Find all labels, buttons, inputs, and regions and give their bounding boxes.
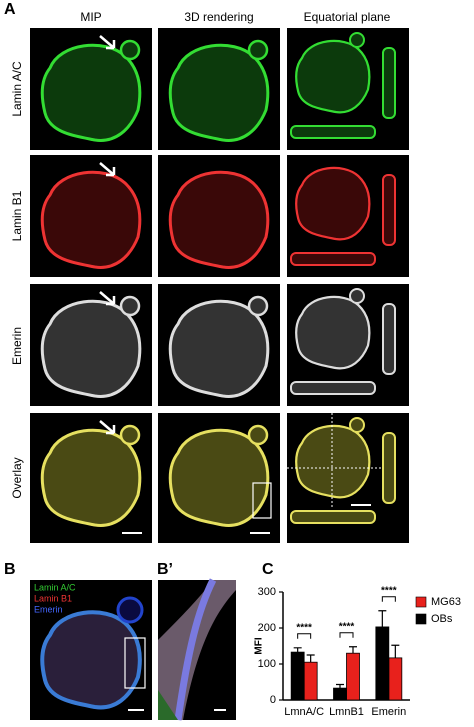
image-panel xyxy=(287,413,409,543)
column-header: 3D rendering xyxy=(184,10,253,24)
bar xyxy=(303,661,318,701)
row-label: Lamin B1 xyxy=(10,190,24,241)
image-panel xyxy=(158,155,280,277)
image-grid xyxy=(30,28,409,543)
row-label: Overlay xyxy=(10,457,24,498)
cell-image xyxy=(40,43,142,142)
significance-bracket xyxy=(339,632,354,638)
row-label: Lamin A/C xyxy=(10,61,24,117)
bar xyxy=(290,651,305,701)
bleb-image xyxy=(119,39,141,61)
image-panel xyxy=(30,28,152,150)
cell-image xyxy=(168,299,270,398)
y-tick-label: 300 xyxy=(258,586,276,598)
y-axis-label: MFI xyxy=(254,637,265,654)
significance-label: **** xyxy=(381,585,397,596)
legend-label: Emerin xyxy=(34,604,63,614)
legend-swatch xyxy=(415,613,427,625)
cell-image xyxy=(40,299,142,398)
y-tick-label: 0 xyxy=(270,694,276,706)
image-panel xyxy=(287,155,409,277)
column-header: Equatorial plane xyxy=(304,10,391,24)
cell-image xyxy=(40,428,142,527)
bleb-image xyxy=(247,295,269,317)
cell-image xyxy=(40,170,142,269)
significance-bracket xyxy=(297,633,312,639)
row-label: Emerin xyxy=(10,327,24,365)
image-panel xyxy=(158,28,280,150)
cell-image xyxy=(295,424,371,499)
cell-edge xyxy=(158,580,236,720)
error-bar xyxy=(336,683,344,689)
error-bar xyxy=(349,646,357,654)
cell-image xyxy=(295,295,371,370)
x-tick-label: LmnB1 xyxy=(329,706,364,718)
bar xyxy=(346,652,360,701)
bottom-view xyxy=(290,510,376,524)
bleb-image xyxy=(119,424,141,446)
panel-label: B’ xyxy=(157,561,173,578)
significance-bracket xyxy=(381,596,396,602)
error-bar xyxy=(293,647,302,653)
bleb-image xyxy=(349,417,365,433)
emerin-edge xyxy=(174,578,217,721)
y-tick-label: 200 xyxy=(258,622,276,634)
column-header: MIP xyxy=(80,10,101,24)
bleb-image xyxy=(247,424,269,446)
side-view xyxy=(382,47,396,119)
panel-label: C xyxy=(262,561,274,578)
cell-image xyxy=(295,166,371,241)
x-tick-label: Emerin xyxy=(371,706,406,718)
image-panel xyxy=(287,28,409,150)
bleb-image xyxy=(349,288,365,304)
image-panel xyxy=(287,284,409,406)
side-view xyxy=(382,174,396,246)
bar xyxy=(333,687,347,701)
significance-label: **** xyxy=(296,622,312,633)
legend-label: Lamin B1 xyxy=(34,593,72,603)
bar xyxy=(375,626,390,701)
image-b: Lamin A/C Lamin B1 Emerin xyxy=(30,580,152,720)
bar-chart: 0 100 200 300 MFI LmnA/C **** LmnB1 **** Emerin **… xyxy=(254,585,461,718)
cell-region xyxy=(158,690,178,720)
roi-box xyxy=(252,482,272,519)
arrow xyxy=(99,420,116,435)
image-panel xyxy=(30,413,152,543)
arrow xyxy=(99,291,116,306)
bar xyxy=(388,657,403,701)
bleb-image xyxy=(247,39,269,61)
image-panel xyxy=(158,413,280,543)
bottom-view xyxy=(290,252,376,266)
arrow xyxy=(99,162,116,177)
legend-label: OBs xyxy=(431,613,453,625)
legend-label: Lamin A/C xyxy=(34,582,76,592)
arrow xyxy=(99,35,116,50)
bottom-view xyxy=(290,125,376,139)
bleb-image xyxy=(119,295,141,317)
x-tick-label: LmnA/C xyxy=(284,706,324,718)
significance-label: **** xyxy=(339,621,355,632)
panel-label: A xyxy=(4,1,16,18)
legend-swatch xyxy=(415,596,427,608)
bottom-view xyxy=(290,381,376,395)
cell-image xyxy=(168,43,270,142)
side-view xyxy=(382,303,396,375)
image-panel xyxy=(30,155,152,277)
panel-label: B xyxy=(4,561,16,578)
image-b-prime xyxy=(158,578,236,721)
y-tick-label: 100 xyxy=(258,658,276,670)
error-bar xyxy=(306,654,315,663)
error-bar xyxy=(391,644,400,658)
bleb-image xyxy=(116,596,144,624)
cell-image xyxy=(168,170,270,269)
image-panel xyxy=(30,284,152,406)
cell-image xyxy=(295,39,371,114)
image-panel xyxy=(158,284,280,406)
legend-label: MG63 xyxy=(431,596,461,608)
roi-box xyxy=(124,637,146,689)
error-bar xyxy=(378,610,387,627)
bleb-image xyxy=(349,32,365,48)
side-view xyxy=(382,432,396,504)
